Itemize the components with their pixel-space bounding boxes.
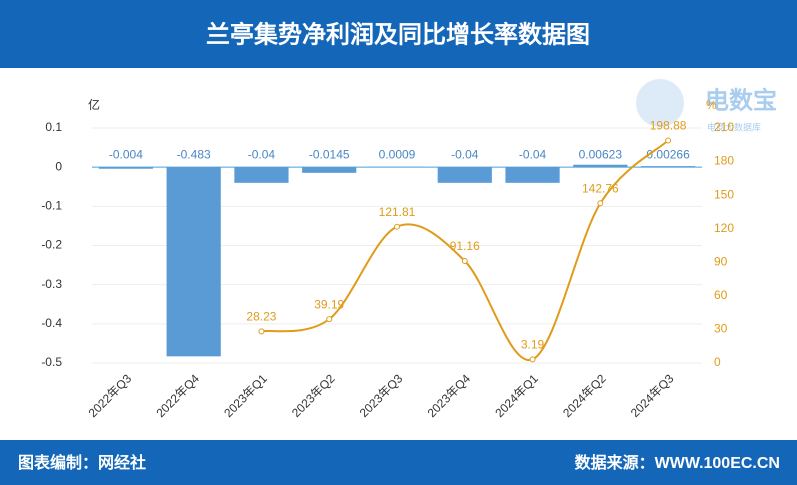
y-tick-label: 0.1: [45, 120, 62, 134]
y2-tick-label: 120: [714, 221, 734, 235]
bar: [641, 166, 696, 168]
line-point: [665, 137, 672, 144]
bar-value-label: -0.04: [248, 147, 276, 161]
bar-value-label: 0.00266: [646, 147, 690, 161]
footer-bar: [0, 440, 797, 485]
header-bar: [0, 0, 797, 68]
bar: [369, 166, 425, 168]
logo-text: 电数宝: [705, 86, 777, 114]
y-tick-label: -0.1: [41, 199, 62, 213]
y-tick-label: -0.5: [41, 355, 62, 369]
line: [261, 139, 669, 362]
y2-tick-label: 60: [714, 288, 728, 302]
line-value-label: 28.23: [246, 310, 276, 324]
footer-right: 数据来源：WWW.100EC.CN: [575, 453, 780, 472]
bar: [437, 167, 492, 183]
line-value-label: 91.16: [450, 239, 480, 253]
line-point: [529, 356, 536, 363]
y2-axis-label: %: [706, 98, 717, 112]
bar-value-label: -0.004: [109, 147, 143, 161]
y2-tick-label: 180: [714, 154, 734, 168]
bar-value-label: -0.0145: [309, 147, 350, 161]
line-point: [461, 257, 468, 264]
logo-icon: [636, 79, 684, 127]
bar: [302, 167, 357, 173]
bar: [166, 167, 221, 357]
y2-tick-label: 90: [714, 254, 728, 268]
y2-tick-label: 30: [714, 322, 728, 336]
y2-tick-label: 210: [714, 120, 734, 134]
bar: [573, 164, 628, 168]
y-tick-label: -0.3: [41, 277, 62, 291]
y-tick-label: -0.4: [41, 316, 62, 330]
bar-value-label: -0.483: [177, 147, 211, 161]
line-value-label: 198.88: [650, 119, 687, 133]
bar-value-label: -0.04: [519, 147, 547, 161]
line-value-label: 121.81: [379, 205, 416, 219]
y-axis-label: 亿: [88, 97, 100, 112]
y2-tick-label: 150: [714, 187, 734, 201]
line-point: [258, 328, 265, 335]
line-value-label: 3.19: [521, 338, 545, 352]
y-tick-label: 0: [55, 159, 62, 173]
line-value-label: 39.19: [314, 297, 344, 311]
line-value-label: 142.76: [582, 181, 619, 195]
chart-title: 兰亭集势净利润及同比增长率数据图: [206, 20, 590, 48]
y-tick-label: -0.2: [41, 238, 62, 252]
footer-left: 图表编制：网经社: [18, 453, 146, 472]
y2-tick-label: 0: [714, 355, 721, 369]
bar: [234, 167, 289, 183]
line-point: [597, 200, 604, 207]
bar-value-label: -0.04: [451, 147, 479, 161]
bar-value-label: 0.00623: [579, 147, 623, 161]
bar: [98, 167, 153, 169]
logo-sub: 电商大数据库: [707, 121, 761, 132]
bar: [505, 167, 560, 183]
bar-value-label: 0.0009: [379, 147, 416, 161]
line-point: [326, 316, 333, 323]
line-point: [394, 223, 400, 230]
